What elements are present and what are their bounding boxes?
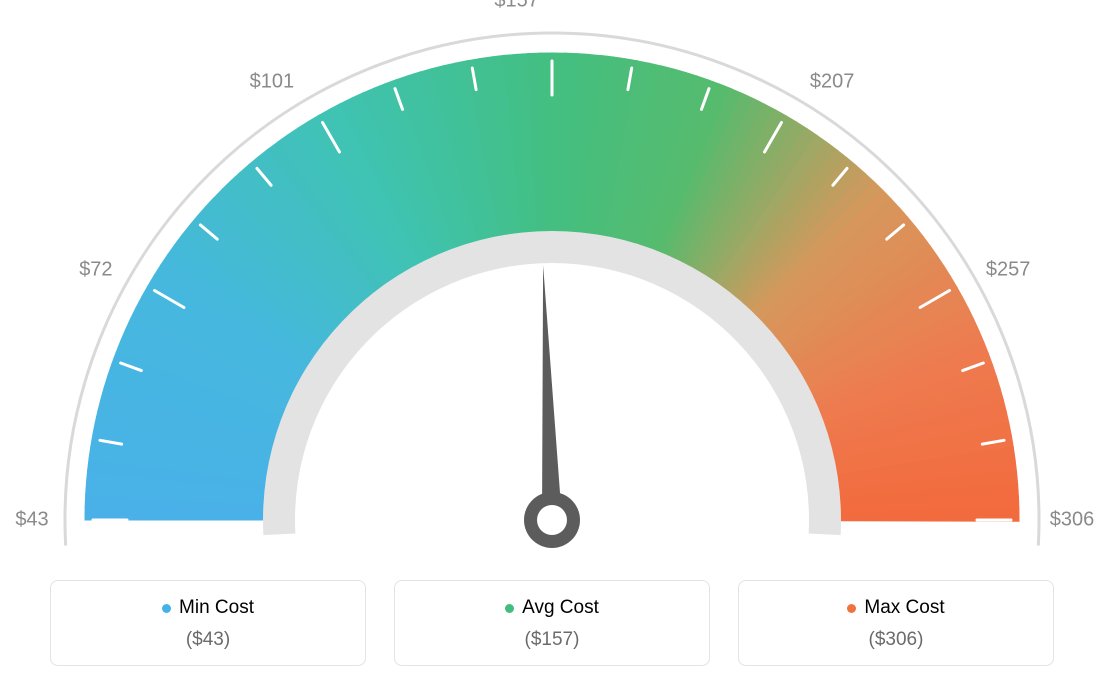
legend-value-max: ($306) <box>749 629 1043 651</box>
legend-label-max: Max Cost <box>864 597 944 619</box>
dot-icon <box>847 604 856 613</box>
gauge-chart: $43 $72 $101 $157 $207 $257 $306 <box>0 0 1104 570</box>
legend-row: Min Cost ($43) Avg Cost ($157) Max Cost … <box>50 580 1054 666</box>
gauge-tick-label: $157 <box>494 0 539 13</box>
cost-gauge-container: $43 $72 $101 $157 $207 $257 $306 Min Cost ($43… <box>0 0 1104 690</box>
legend-label-avg: Avg Cost <box>522 597 599 619</box>
legend-title-max: Max Cost <box>847 597 944 619</box>
gauge-tick-label: $72 <box>79 259 112 282</box>
legend-title-min: Min Cost <box>162 597 254 619</box>
dot-icon <box>162 604 171 613</box>
legend-label-min: Min Cost <box>179 597 254 619</box>
legend-card-min: Min Cost ($43) <box>50 580 366 666</box>
gauge-tick-label: $43 <box>15 509 48 532</box>
gauge-tick-label: $101 <box>250 70 295 93</box>
legend-card-avg: Avg Cost ($157) <box>394 580 710 666</box>
dot-icon <box>505 604 514 613</box>
legend-title-avg: Avg Cost <box>505 597 599 619</box>
gauge-tick-label: $306 <box>1050 509 1095 532</box>
gauge-tick-label: $207 <box>810 70 855 93</box>
legend-card-max: Max Cost ($306) <box>738 580 1054 666</box>
legend-value-avg: ($157) <box>405 629 699 651</box>
gauge-tick-label: $257 <box>986 259 1031 282</box>
legend-value-min: ($43) <box>61 629 355 651</box>
